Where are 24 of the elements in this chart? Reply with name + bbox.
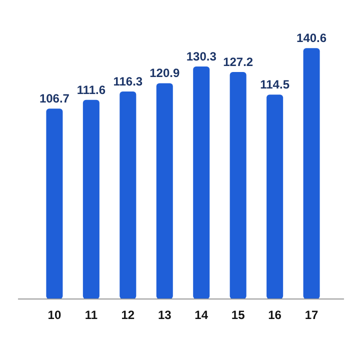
data-label: 116.3 [113, 74, 143, 88]
x-tick-label: 10 [48, 308, 62, 322]
bar [156, 83, 173, 299]
bar [230, 72, 246, 299]
bar [303, 48, 320, 299]
data-label: 120.9 [150, 66, 180, 80]
x-tick-label: 11 [84, 308, 98, 322]
x-tick-label: 17 [304, 308, 319, 322]
x-tick-label: 12 [121, 308, 135, 322]
data-label: 106.7 [39, 92, 70, 106]
data-label: 114.5 [260, 78, 290, 92]
bar [120, 91, 136, 299]
data-label: 111.6 [76, 82, 106, 97]
bar [193, 66, 210, 299]
bar [266, 94, 284, 299]
bar [46, 108, 63, 299]
x-tick-label: 13 [158, 308, 172, 322]
x-tick-label: 14 [194, 308, 208, 322]
x-tick-label: 16 [268, 308, 282, 322]
data-label: 130.3 [186, 49, 217, 64]
data-label: 127.2 [223, 54, 254, 69]
bar [82, 100, 100, 299]
x-tick-label: 15 [231, 308, 246, 322]
data-label: 140.6 [296, 31, 327, 46]
